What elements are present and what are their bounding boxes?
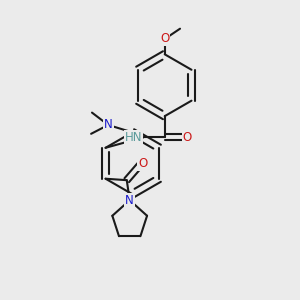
- Text: N: N: [125, 194, 134, 207]
- Text: N: N: [125, 194, 134, 207]
- Text: O: O: [138, 157, 148, 170]
- Text: O: O: [160, 32, 169, 46]
- Text: HN: HN: [124, 131, 142, 144]
- Text: N: N: [104, 118, 112, 131]
- Text: O: O: [183, 131, 192, 144]
